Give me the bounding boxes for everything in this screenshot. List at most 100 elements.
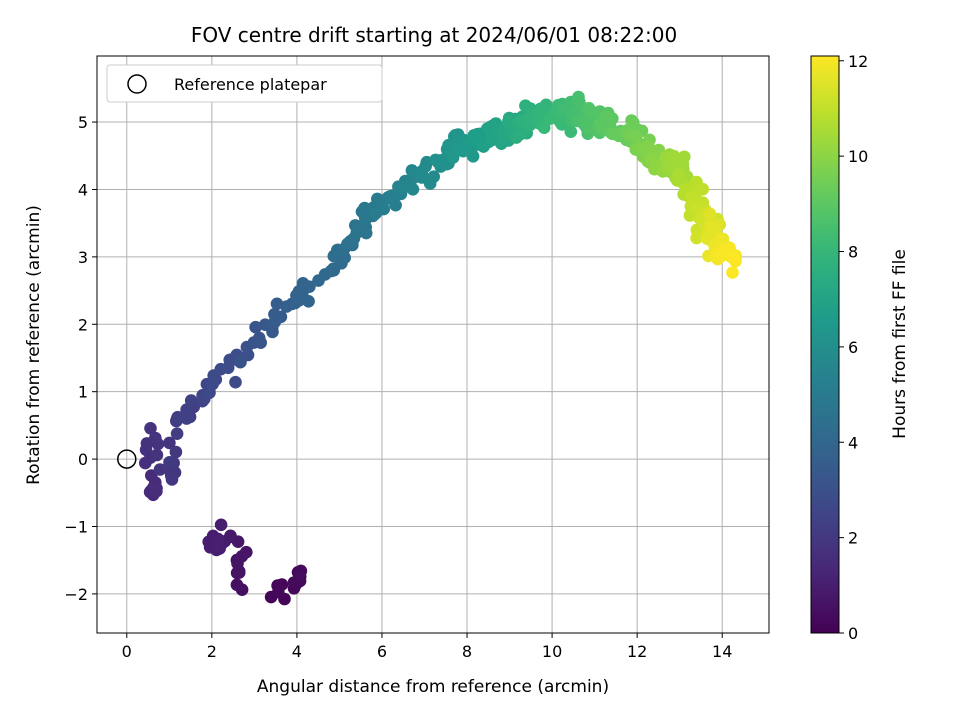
legend-label: Reference platepar: [174, 75, 327, 94]
data-point: [149, 431, 162, 445]
data-point: [716, 246, 730, 259]
data-point: [429, 153, 442, 167]
data-point: [150, 448, 164, 462]
data-point: [163, 436, 176, 450]
data-point: [229, 375, 242, 389]
data-point: [714, 233, 727, 246]
y-tick-label: 3: [78, 248, 88, 267]
data-point: [630, 130, 643, 143]
y-tick-label: 0: [78, 450, 88, 469]
data-point: [272, 585, 285, 599]
chart-title: FOV centre drift starting at 2024/06/01 …: [191, 23, 677, 47]
colorbar: 0 2 4 6 8 10 12 Hours from first FF file: [810, 52, 910, 643]
data-point: [163, 456, 176, 469]
colorbar-tick-label: 0: [848, 624, 858, 643]
data-point: [726, 250, 740, 264]
data-point: [214, 518, 228, 532]
x-tick-label: 12: [627, 642, 647, 661]
colorbar-gradient: [810, 55, 840, 634]
data-point: [232, 565, 246, 578]
y-axis-label: Rotation from reference (arcmin): [24, 205, 44, 485]
data-point: [414, 169, 428, 182]
plot-background: [97, 56, 769, 633]
x-tick-label: 6: [377, 642, 387, 661]
data-point: [726, 266, 739, 279]
data-points: [139, 90, 743, 606]
data-point: [180, 412, 193, 425]
y-tick-label: 4: [78, 180, 88, 199]
data-point: [703, 207, 717, 220]
data-point: [139, 443, 153, 457]
plot-area: [96, 55, 770, 634]
data-point: [234, 355, 247, 369]
x-tick-label: 2: [207, 642, 217, 661]
y-tick-label: −1: [64, 517, 88, 536]
colorbar-label: Hours from first FF file: [890, 249, 910, 439]
data-point: [573, 95, 586, 109]
y-tick-label: 2: [78, 315, 88, 334]
data-point: [625, 114, 638, 127]
x-tick-label: 4: [292, 642, 302, 661]
data-point: [270, 297, 284, 311]
x-tick-label: 14: [712, 642, 732, 661]
y-tick-label: 1: [78, 383, 88, 402]
data-point: [696, 182, 709, 196]
legend: Reference platepar: [106, 64, 383, 103]
data-point: [423, 177, 437, 190]
data-point: [564, 125, 578, 138]
data-point: [139, 456, 152, 470]
data-point: [249, 320, 262, 334]
colorbar-ticks: 0 2 4 6 8 10 12: [839, 52, 868, 643]
data-point: [240, 545, 253, 559]
data-point: [170, 412, 184, 426]
colorbar-tick-label: 2: [848, 529, 858, 548]
data-point: [293, 570, 307, 583]
data-point: [207, 369, 220, 382]
colorbar-tick-label: 6: [848, 338, 858, 357]
data-point: [537, 121, 551, 134]
data-point: [254, 336, 267, 350]
legend-box: [106, 64, 383, 103]
data-point: [164, 469, 178, 482]
data-point: [303, 280, 316, 294]
colorbar-tick-label: 8: [848, 243, 858, 262]
data-point: [377, 202, 391, 216]
colorbar-tick-label: 4: [848, 433, 858, 452]
data-point: [184, 394, 198, 407]
data-point: [211, 535, 224, 548]
data-point: [603, 115, 617, 129]
x-tick-label: 8: [462, 642, 472, 661]
legend-reference-marker: [127, 74, 147, 94]
data-point: [406, 183, 420, 196]
data-point: [405, 164, 419, 177]
y-axis: −2 −1 0 1 2 3 4 5: [64, 113, 97, 604]
data-point: [148, 482, 161, 496]
data-point: [358, 201, 371, 215]
data-point: [342, 236, 356, 250]
data-point: [672, 168, 685, 182]
data-point: [704, 220, 717, 233]
reference-platepar-marker: [117, 449, 137, 469]
data-point: [685, 190, 698, 204]
x-axis: 0 2 4 6 8 10 12 14: [122, 633, 732, 661]
colorbar-tick-label: 12: [848, 52, 868, 71]
y-tick-label: −2: [64, 585, 88, 604]
plot-frame: [96, 55, 770, 634]
data-point: [169, 445, 183, 459]
y-tick-label: 5: [78, 113, 88, 132]
data-point: [292, 290, 305, 303]
data-point: [466, 150, 480, 163]
data-point: [582, 101, 596, 115]
data-point: [235, 583, 249, 596]
colorbar-tick-label: 10: [848, 147, 868, 166]
data-point: [690, 231, 703, 245]
data-point: [607, 127, 620, 141]
data-point: [144, 422, 157, 435]
data-point: [302, 295, 315, 308]
data-point: [170, 427, 184, 441]
x-axis-label: Angular distance from reference (arcmin): [257, 677, 609, 697]
data-point: [456, 144, 470, 158]
data-point: [271, 311, 284, 325]
x-tick-label: 10: [542, 642, 562, 661]
